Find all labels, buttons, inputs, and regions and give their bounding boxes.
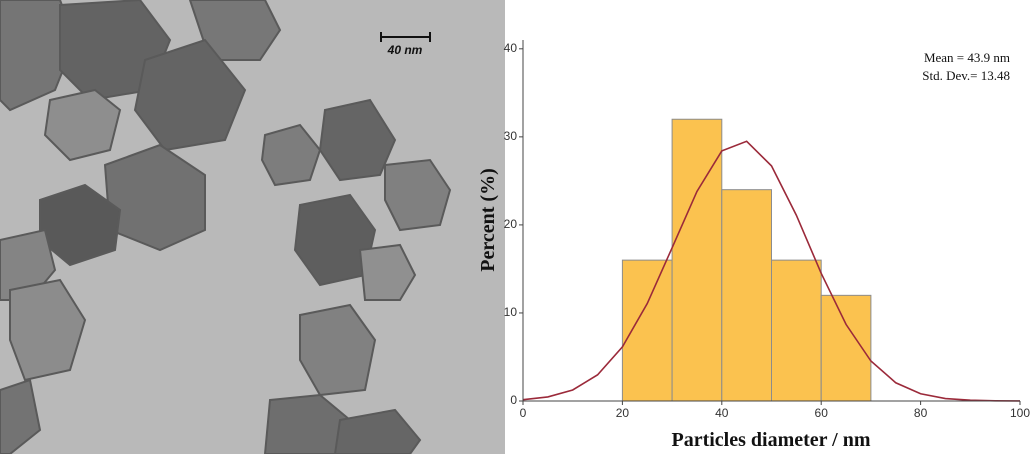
tem-image: 40 nm xyxy=(0,0,505,454)
annotation: Mean = 43.9 nm xyxy=(924,50,1010,65)
histogram-chart: Mean = 43.9 nm Std. Dev.= 13.48 Particle… xyxy=(477,40,1030,451)
y-tick-label: 0 xyxy=(510,393,517,407)
y-tick-label: 20 xyxy=(504,217,518,231)
bar xyxy=(772,260,822,401)
x-tick-label: 100 xyxy=(1010,406,1030,420)
y-tick-label: 40 xyxy=(504,41,518,55)
annotation: Std. Dev.= 13.48 xyxy=(922,68,1010,83)
x-tick-label: 40 xyxy=(715,406,729,420)
x-tick-label: 80 xyxy=(914,406,928,420)
bar xyxy=(821,295,871,401)
bar xyxy=(622,260,672,401)
x-tick-label: 60 xyxy=(815,406,829,420)
figure: 40 nm Mean = 43.9 nm Std. Dev.= 13.48 Pa… xyxy=(0,0,1035,454)
x-axis-label: Particles diameter / nm xyxy=(671,429,870,451)
page: 40 nm Mean = 43.9 nm Std. Dev.= 13.48 Pa… xyxy=(0,0,1035,454)
x-tick-label: 20 xyxy=(616,406,630,420)
bar xyxy=(672,119,722,401)
y-tick-label: 30 xyxy=(504,129,518,143)
scale-bar-label: 40 nm xyxy=(387,43,423,57)
x-tick-label: 0 xyxy=(520,406,527,420)
bar xyxy=(722,190,772,401)
y-tick-label: 10 xyxy=(504,305,518,319)
y-axis-label: Percent (%) xyxy=(477,168,499,271)
